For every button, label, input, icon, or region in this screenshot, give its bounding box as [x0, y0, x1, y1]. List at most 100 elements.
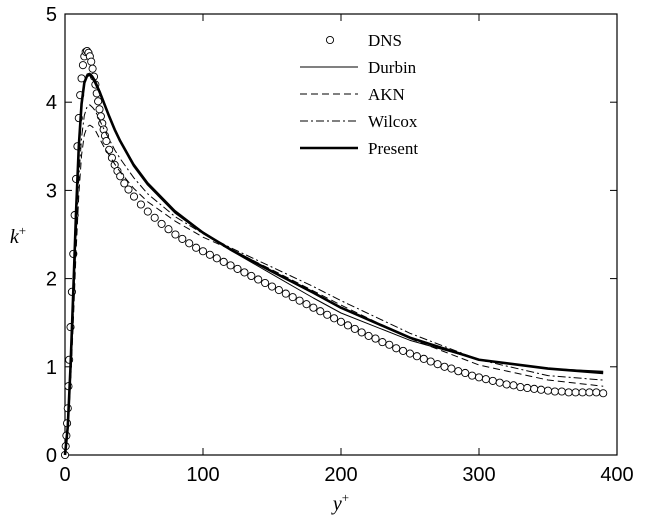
dns-point	[198, 247, 208, 256]
dns-point	[240, 268, 249, 277]
dns-point	[157, 219, 166, 228]
dns-point	[87, 57, 96, 66]
dns-point	[316, 307, 325, 316]
y-tick-label: 5	[46, 4, 57, 26]
y-tick-label: 4	[46, 92, 57, 114]
x-tick-label: 0	[59, 464, 70, 486]
dns-point	[350, 324, 359, 333]
dns-point	[405, 349, 415, 358]
x-axis-label-sup: +	[342, 490, 349, 505]
legend: DNS Durbin AKN Wilcox Present	[300, 31, 418, 158]
dns-point	[364, 331, 373, 340]
y-axis-label-sup: +	[19, 223, 26, 238]
x-tick-label: 300	[462, 464, 495, 486]
dns-point	[537, 385, 546, 394]
dns-point	[433, 360, 442, 369]
dns-point	[129, 192, 139, 201]
dns-point	[399, 346, 408, 355]
dns-point	[357, 328, 366, 337]
x-tick-label: 400	[600, 464, 633, 486]
series-durbin-line	[64, 72, 604, 456]
dns-point	[461, 368, 470, 378]
dns-point	[550, 387, 559, 396]
dns-point	[281, 289, 290, 298]
dns-point	[392, 344, 401, 353]
dns-point	[171, 230, 180, 239]
series-present-line	[63, 73, 604, 456]
dns-point	[336, 317, 346, 326]
dns-point	[468, 371, 477, 380]
dns-point	[330, 314, 339, 323]
dns-point	[323, 310, 332, 319]
legend-marker-dns	[325, 35, 335, 45]
dns-point	[557, 387, 566, 396]
dns-point	[495, 378, 504, 387]
dns-point	[116, 172, 125, 181]
dns-point	[164, 225, 173, 234]
dns-point	[585, 388, 594, 397]
dns-point	[530, 384, 539, 393]
dns-point	[150, 213, 159, 222]
dns-point	[274, 286, 283, 295]
y-tick-label: 0	[46, 445, 57, 467]
series-dns-points	[60, 46, 608, 460]
series-akn-line	[64, 124, 604, 456]
dns-point	[509, 381, 518, 390]
dns-point	[78, 61, 87, 70]
axis-ticks: 0 100 200 300 400 0 1 2 3 4 5	[46, 4, 634, 486]
y-tick-label: 1	[46, 357, 57, 379]
dns-point	[426, 357, 435, 366]
dns-point	[378, 338, 387, 347]
y-tick-label: 2	[46, 269, 57, 291]
dns-point	[447, 364, 456, 373]
dns-point	[102, 136, 111, 146]
dns-point	[385, 340, 394, 349]
series-layer	[60, 46, 608, 460]
dns-point	[94, 97, 103, 106]
dns-point	[516, 383, 525, 392]
dns-point	[564, 388, 573, 397]
dns-point	[192, 243, 201, 252]
dns-point	[302, 300, 311, 309]
dns-point	[124, 185, 133, 194]
dns-point	[481, 375, 490, 384]
dns-point	[120, 179, 129, 188]
y-axis-label-text: k	[10, 226, 20, 248]
dns-point	[440, 362, 449, 371]
dns-point	[96, 112, 105, 121]
dns-point	[412, 352, 421, 361]
y-axis-label: k+	[10, 223, 26, 248]
dns-point	[233, 264, 242, 273]
dns-point	[523, 383, 532, 393]
dns-point	[143, 207, 152, 216]
dns-point	[261, 278, 270, 288]
dns-point	[295, 296, 304, 305]
dns-point	[543, 386, 553, 395]
dns-point	[454, 367, 463, 376]
dns-point	[599, 389, 608, 398]
dns-point	[309, 303, 318, 312]
dns-point	[219, 257, 228, 266]
y-tick-label: 3	[46, 180, 57, 202]
dns-point	[267, 282, 277, 291]
dns-point	[288, 293, 297, 302]
dns-point	[88, 64, 97, 73]
dns-point	[226, 261, 235, 270]
dns-point	[105, 145, 114, 154]
x-axis-label-text: y	[331, 493, 342, 515]
x-tick-label: 100	[186, 464, 219, 486]
dns-point	[136, 200, 145, 209]
dns-point	[371, 334, 380, 343]
dns-point	[178, 234, 187, 243]
dns-point	[212, 254, 221, 263]
legend-label-akn: AKN	[368, 85, 405, 104]
dns-point	[205, 250, 214, 259]
legend-label-wilcox: Wilcox	[368, 112, 418, 131]
dns-point	[488, 376, 497, 385]
legend-label-durbin: Durbin	[368, 58, 417, 77]
x-axis-label: y+	[331, 490, 349, 515]
dns-point	[247, 271, 256, 281]
dns-point	[185, 239, 194, 248]
legend-label-present: Present	[368, 139, 418, 158]
